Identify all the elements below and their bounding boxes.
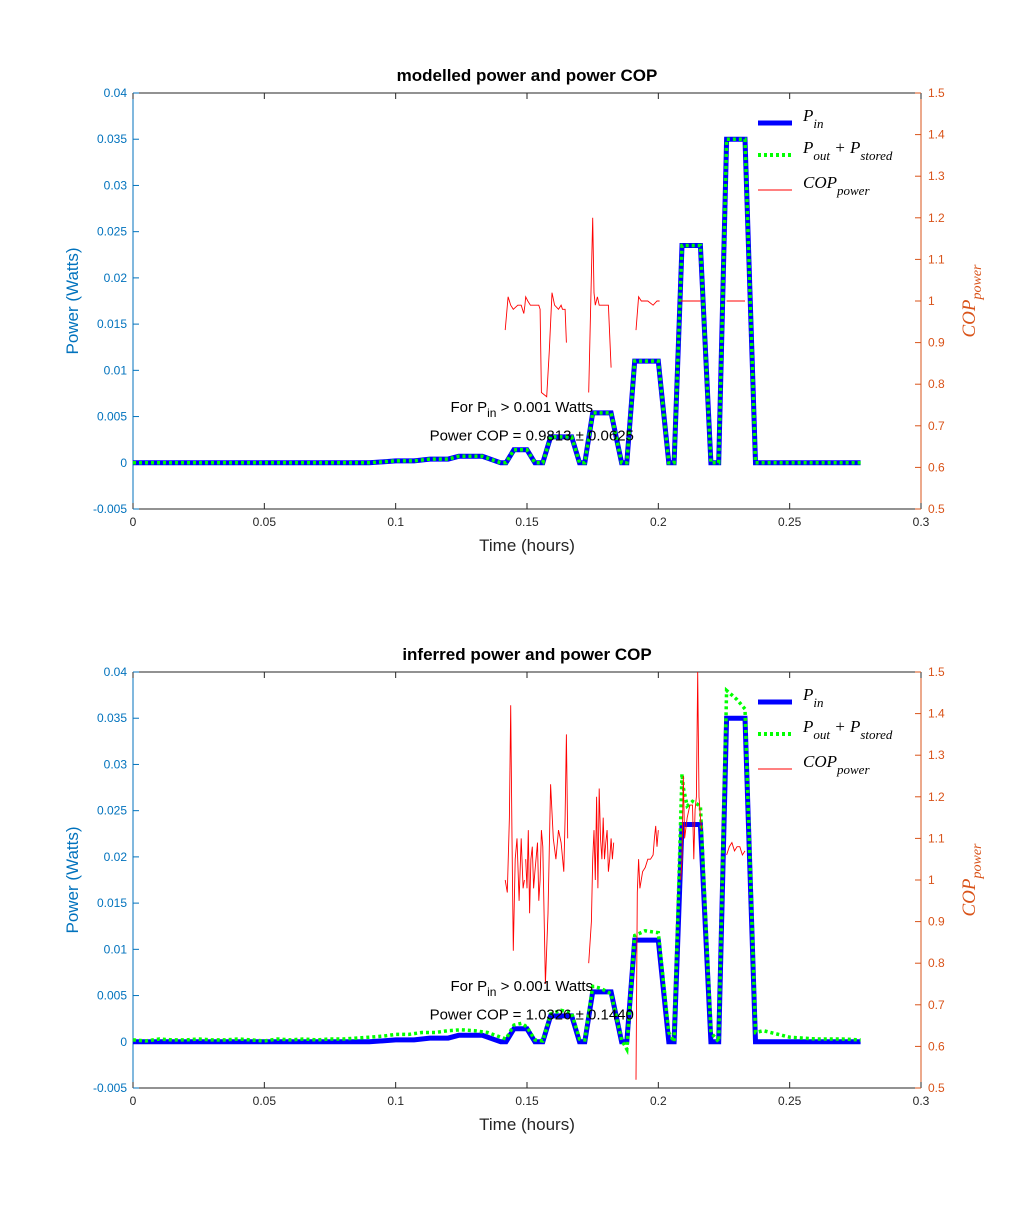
legend-label: COPpower bbox=[803, 752, 870, 777]
chart-panel-1: 0 0.05 0.1 0.15 0.2 0.25 0.3-0.00500.0050.010.… bbox=[63, 66, 985, 555]
y-left-tick-label: 0.04 bbox=[104, 665, 128, 679]
y-left-tick-label: 0.02 bbox=[104, 850, 128, 864]
y-left-tick-label: 0 bbox=[120, 456, 127, 470]
x-tick-label: 0.2 bbox=[650, 1094, 667, 1108]
plot-area bbox=[133, 672, 861, 1080]
x-tick-label: 0.05 bbox=[253, 1094, 277, 1108]
y-right-tick-label: 1.3 bbox=[928, 748, 945, 762]
y-right-tick-label: 1.3 bbox=[928, 169, 945, 183]
y-left-tick-label: 0.03 bbox=[104, 757, 128, 771]
y-left-tick-label: -0.005 bbox=[93, 502, 127, 516]
y-right-tick-label: 0.5 bbox=[928, 1081, 945, 1095]
series-cop-power-segment bbox=[523, 292, 567, 398]
plot-area bbox=[133, 136, 861, 466]
series-cop-power-segment bbox=[588, 788, 615, 964]
y-left-tick-label: 0.01 bbox=[104, 942, 128, 956]
annotation-line-2: Power COP = 0.9813 ± 0.0625 bbox=[430, 428, 634, 445]
x-tick-label: 0.15 bbox=[515, 515, 539, 529]
y-left-tick-label: 0.005 bbox=[97, 410, 127, 424]
legend-label: Pin bbox=[802, 685, 824, 710]
series-p-out-plus-stored bbox=[133, 137, 861, 465]
y-left-tick-label: 0 bbox=[120, 1035, 127, 1049]
legend: Pin Pout + Pstored COPpower bbox=[758, 106, 893, 198]
series-cop-power-segment bbox=[680, 672, 703, 881]
chart-panel-2: 0 0.05 0.1 0.15 0.2 0.25 0.3-0.00500.0050.010.… bbox=[63, 645, 985, 1134]
y-left-tick-label: 0.015 bbox=[97, 317, 127, 331]
y-left-tick-label: -0.005 bbox=[93, 1081, 127, 1095]
y-right-tick-label: 1.1 bbox=[928, 252, 945, 266]
x-tick-label: 0.25 bbox=[778, 515, 802, 529]
y-right-tick-label: 0.5 bbox=[928, 502, 945, 516]
legend-label: Pin bbox=[802, 106, 824, 131]
y-right-tick-label: 1 bbox=[928, 294, 935, 308]
y-left-tick-label: 0.02 bbox=[104, 271, 128, 285]
y-left-tick-label: 0.035 bbox=[97, 132, 127, 146]
x-tick-label: 0.1 bbox=[387, 1094, 404, 1108]
series-cop-power-segment bbox=[504, 296, 525, 331]
y-axis-label-right: COPpower bbox=[959, 843, 985, 917]
y-right-tick-label: 0.6 bbox=[928, 1039, 945, 1053]
y-right-tick-label: 1.4 bbox=[928, 128, 945, 142]
series-cop-power-segment bbox=[588, 217, 612, 393]
x-axis-label: Time (hours) bbox=[479, 536, 575, 555]
y-right-tick-label: 1.5 bbox=[928, 86, 945, 100]
series-p-in bbox=[133, 715, 861, 1045]
legend-label: COPpower bbox=[803, 173, 870, 198]
x-tick-label: 0.2 bbox=[650, 515, 667, 529]
series-cop-power-segment bbox=[525, 734, 569, 985]
y-axis-label-left: Power (Watts) bbox=[63, 826, 82, 933]
x-tick-label: 0.3 bbox=[913, 1094, 930, 1108]
x-tick-label: 0.25 bbox=[778, 1094, 802, 1108]
legend-label: Pout + Pstored bbox=[802, 138, 893, 163]
y-right-tick-label: 1.4 bbox=[928, 707, 945, 721]
series-cop-power-segment bbox=[635, 295, 660, 331]
x-axis-label: Time (hours) bbox=[479, 1115, 575, 1134]
y-right-tick-label: 0.7 bbox=[928, 419, 945, 433]
y-right-tick-label: 1.2 bbox=[928, 211, 945, 225]
y-axis-label-left: Power (Watts) bbox=[63, 247, 82, 354]
x-tick-label: 0 bbox=[130, 515, 137, 529]
y-right-tick-label: 0.8 bbox=[928, 956, 945, 970]
legend-label: Pout + Pstored bbox=[802, 717, 893, 742]
y-left-tick-label: 0.015 bbox=[97, 896, 127, 910]
x-tick-label: 0.3 bbox=[913, 515, 930, 529]
chart-title: modelled power and power COP bbox=[397, 66, 658, 85]
y-left-tick-label: 0.005 bbox=[97, 989, 127, 1003]
annotation-line-1: For Pin > 0.001 Watts bbox=[450, 978, 593, 999]
x-tick-label: 0.1 bbox=[387, 515, 404, 529]
x-tick-label: 0 bbox=[130, 1094, 137, 1108]
y-left-tick-label: 0.01 bbox=[104, 363, 128, 377]
legend: Pin Pout + Pstored COPpower bbox=[758, 685, 893, 777]
y-left-tick-label: 0.035 bbox=[97, 711, 127, 725]
y-left-tick-label: 0.025 bbox=[97, 225, 127, 239]
annotation-line-2: Power COP = 1.0326 ± 0.1440 bbox=[430, 1007, 634, 1024]
chart-title: inferred power and power COP bbox=[402, 645, 651, 664]
y-right-tick-label: 0.9 bbox=[928, 915, 945, 929]
annotation-line-1: For Pin > 0.001 Watts bbox=[450, 399, 593, 420]
series-cop-power-segment bbox=[504, 705, 525, 951]
x-tick-label: 0.15 bbox=[515, 1094, 539, 1108]
y-left-tick-label: 0.03 bbox=[104, 178, 128, 192]
y-right-tick-label: 0.7 bbox=[928, 998, 945, 1012]
annotation: For Pin > 0.001 Watts Power COP = 1.0326 … bbox=[430, 978, 634, 1024]
series-p-out-plus-stored bbox=[133, 686, 861, 1056]
y-right-tick-label: 1.1 bbox=[928, 831, 945, 845]
y-right-tick-label: 1.5 bbox=[928, 665, 945, 679]
y-right-tick-label: 1 bbox=[928, 873, 935, 887]
series-cop-power-segment bbox=[726, 841, 746, 857]
y-axis-label-right: COPpower bbox=[959, 264, 985, 338]
y-right-tick-label: 0.6 bbox=[928, 460, 945, 474]
series-cop-power-segment bbox=[635, 825, 659, 1080]
y-right-tick-label: 0.9 bbox=[928, 336, 945, 350]
y-right-tick-label: 0.8 bbox=[928, 377, 945, 391]
y-left-tick-label: 0.025 bbox=[97, 804, 127, 818]
x-tick-label: 0.05 bbox=[253, 515, 277, 529]
annotation: For Pin > 0.001 Watts Power COP = 0.9813 … bbox=[430, 399, 634, 445]
y-right-tick-label: 1.2 bbox=[928, 790, 945, 804]
y-left-tick-label: 0.04 bbox=[104, 86, 128, 100]
